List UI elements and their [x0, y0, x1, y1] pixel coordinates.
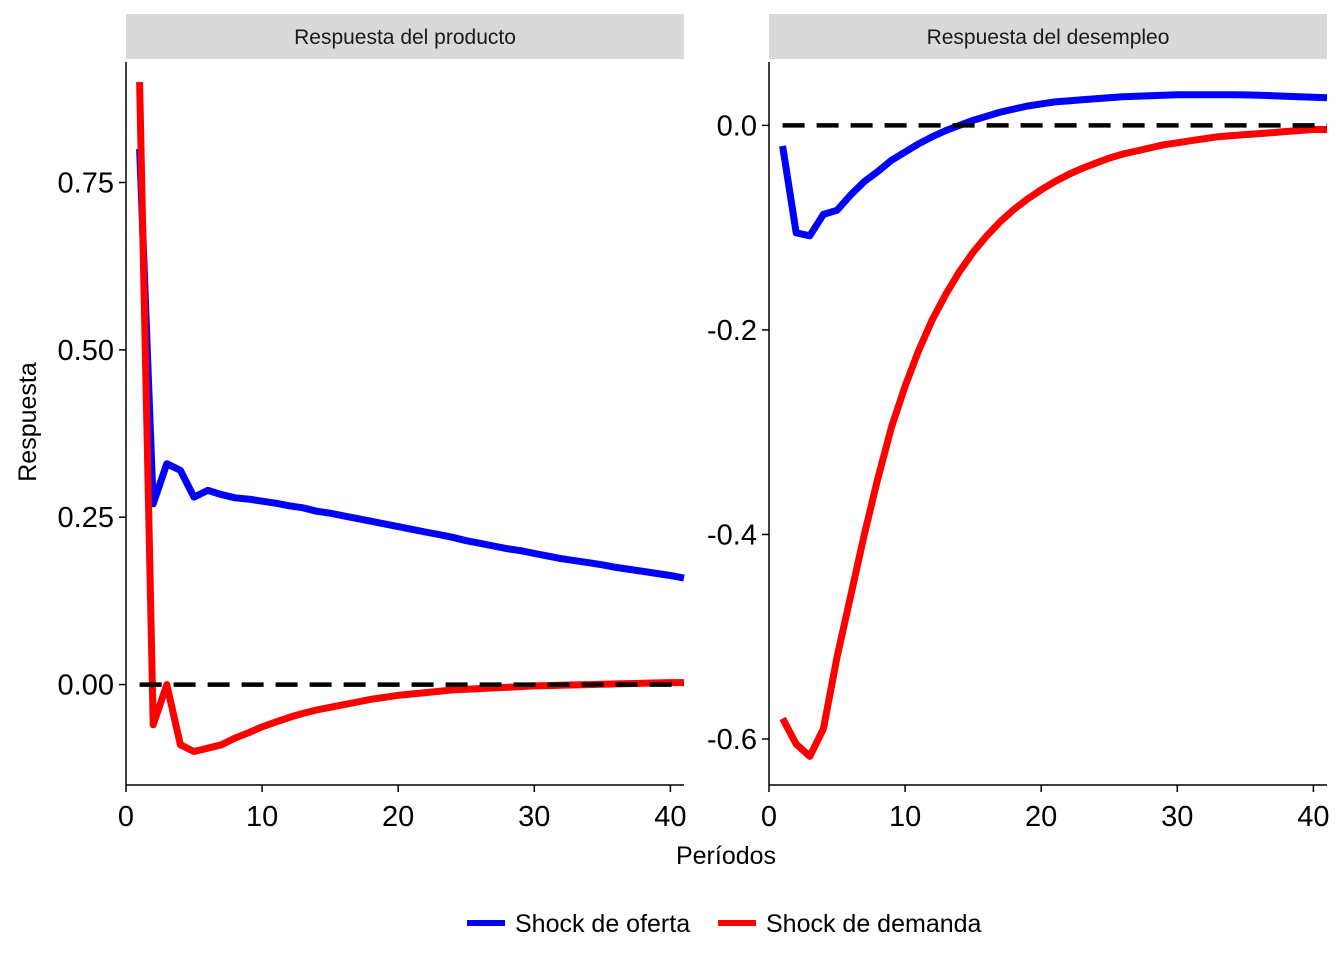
- x-tick-label: 20: [382, 801, 414, 833]
- x-tick-label: 40: [1297, 801, 1329, 833]
- x-tick-label: 30: [1161, 801, 1193, 833]
- panel-desempleo: Respuesta del desempleo 0.0-0.2-0.4-0.60…: [707, 14, 1330, 833]
- y-tick-label: 0.50: [58, 335, 114, 367]
- y-tick-label: 0.00: [58, 670, 114, 702]
- x-tick-label: 0: [118, 801, 134, 833]
- legend-label-oferta: Shock de oferta: [515, 910, 690, 938]
- legend-label-demanda: Shock de demanda: [766, 910, 982, 938]
- strip-background: [769, 14, 1327, 59]
- y-tick-label: -0.2: [707, 315, 757, 347]
- legend: Shock de oferta Shock de demanda: [467, 910, 982, 938]
- y-tick-label: -0.4: [707, 519, 757, 551]
- x-tick-label: 40: [654, 801, 686, 833]
- x-tick-label: 20: [1025, 801, 1057, 833]
- plot-area-desempleo: 0.0 -0.2 -0.4 -0.6 0 10 20 30 40: [707, 62, 1330, 833]
- x-tick-label: 10: [246, 801, 278, 833]
- y-tick-label: -0.6: [707, 724, 757, 756]
- series-line-shock-de-demanda: [779, 126, 1327, 760]
- y-tick-label: 0.0: [717, 110, 757, 142]
- panel-producto: Respuesta del producto 0.000.250.500.750…: [58, 14, 687, 833]
- x-axis-title: Períodos: [676, 842, 776, 870]
- panel-title-desempleo: Respuesta del desempleo: [927, 26, 1170, 49]
- series-line-shock-de-oferta: [779, 91, 1328, 240]
- plot-area-producto: 0.00 0.25 0.50 0.75 0 10 20 30 40: [58, 62, 687, 833]
- y-tick-label: 0.75: [58, 168, 114, 200]
- panel-title-producto: Respuesta del producto: [294, 26, 516, 49]
- x-tick-label: 30: [518, 801, 550, 833]
- x-tick-label: 10: [889, 801, 921, 833]
- x-tick-label: 0: [761, 801, 777, 833]
- series-line-shock-de-demanda: [136, 82, 684, 755]
- y-tick-label: 0.25: [58, 502, 114, 534]
- series-line-shock-de-oferta: [136, 148, 685, 582]
- strip-background: [126, 14, 684, 59]
- y-axis-title: Respuesta: [14, 362, 42, 482]
